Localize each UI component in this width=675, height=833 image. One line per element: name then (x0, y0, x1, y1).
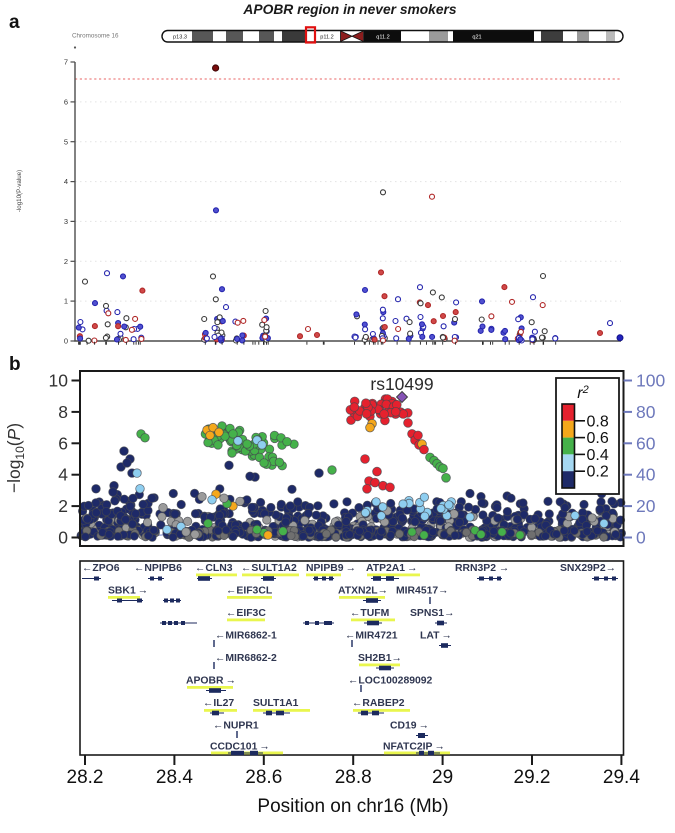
svg-text:3: 3 (64, 217, 68, 226)
svg-text:ATP2A1 →: ATP2A1 → (366, 563, 418, 574)
svg-text:CCDC101 →: CCDC101 → (210, 742, 270, 753)
svg-text:ATXN2L→: ATXN2L→ (338, 586, 388, 597)
svg-text:←LOC100289092: ←LOC100289092 (348, 676, 433, 687)
svg-text:SNX29P2→: SNX29P2→ (560, 563, 616, 574)
svg-text:q21: q21 (472, 34, 481, 40)
svg-text:28.4: 28.4 (156, 767, 193, 788)
svg-text:LAT →: LAT → (420, 631, 452, 642)
svg-text:r2: r2 (577, 384, 588, 402)
svg-text:0: 0 (636, 528, 646, 548)
svg-text:APOBR →: APOBR → (186, 676, 236, 687)
svg-text:10: 10 (49, 371, 69, 391)
svg-text:0.2: 0.2 (587, 464, 609, 481)
svg-text:1: 1 (64, 297, 68, 306)
svg-text:←SULT1A2: ←SULT1A2 (241, 563, 297, 574)
svg-text:0.8: 0.8 (587, 413, 609, 430)
svg-text:29.2: 29.2 (514, 767, 551, 788)
svg-text:p11.2: p11.2 (320, 34, 334, 40)
svg-text:←NUPR1: ←NUPR1 (213, 721, 259, 732)
svg-text:Chromosome 16: Chromosome 16 (72, 33, 119, 40)
svg-text:28.8: 28.8 (335, 767, 372, 788)
svg-text:20: 20 (636, 496, 656, 516)
svg-text:←IL27: ←IL27 (203, 698, 234, 709)
svg-text:NFATC2IP →: NFATC2IP → (383, 742, 445, 753)
svg-text:-log10(P-value): -log10(P-value) (16, 170, 23, 212)
svg-text:←RABEP2: ←RABEP2 (352, 698, 405, 709)
svg-text:MIR4517→: MIR4517→ (396, 586, 449, 597)
svg-text:←NPIPB6: ←NPIPB6 (134, 563, 182, 574)
svg-text:q11.2: q11.2 (376, 34, 390, 40)
svg-text:←MIR4721: ←MIR4721 (345, 631, 398, 642)
svg-text:8: 8 (58, 402, 68, 422)
svg-text:0: 0 (58, 528, 68, 548)
svg-text:28.2: 28.2 (67, 767, 104, 788)
svg-text:SPNS1→: SPNS1→ (410, 608, 454, 619)
svg-text:←ZPO6: ←ZPO6 (82, 563, 120, 574)
svg-text:←MIR6862-2: ←MIR6862-2 (215, 653, 277, 664)
svg-text:2: 2 (58, 496, 68, 516)
svg-text:4: 4 (64, 177, 68, 186)
svg-text:Position on chr16 (Mb): Position on chr16 (Mb) (257, 796, 448, 817)
svg-text:−log10(P): −log10(P) (4, 423, 27, 493)
svg-text:5: 5 (64, 137, 68, 146)
svg-text:7: 7 (64, 58, 68, 67)
svg-text:←EIF3C: ←EIF3C (226, 608, 266, 619)
svg-text:SULT1A1: SULT1A1 (253, 698, 299, 709)
svg-text:29: 29 (432, 767, 453, 788)
svg-text:29.4: 29.4 (603, 767, 640, 788)
svg-text:100: 100 (636, 371, 665, 391)
svg-text:60: 60 (636, 433, 656, 453)
svg-text:p13.3: p13.3 (173, 34, 187, 40)
svg-text:0: 0 (64, 337, 68, 346)
svg-text:a: a (9, 12, 20, 33)
svg-text:b: b (9, 354, 21, 375)
svg-text:0.6: 0.6 (587, 430, 609, 447)
svg-text:rs10499: rs10499 (370, 374, 433, 394)
svg-text:CD19 →: CD19 → (390, 721, 429, 732)
svg-text:2: 2 (64, 257, 68, 266)
svg-text:0.4: 0.4 (587, 447, 609, 464)
svg-text:6: 6 (64, 98, 68, 107)
svg-text:←MIR6862-1: ←MIR6862-1 (215, 631, 277, 642)
svg-text:APOBR region in never smokers: APOBR region in never smokers (242, 2, 456, 17)
svg-text:←CLN3: ←CLN3 (195, 563, 233, 574)
svg-text:28.6: 28.6 (245, 767, 282, 788)
svg-text:←EIF3CL: ←EIF3CL (226, 586, 273, 597)
svg-text:←TUFM: ←TUFM (350, 608, 389, 619)
svg-text:SBK1 →: SBK1 → (108, 586, 148, 597)
svg-text:4: 4 (58, 465, 68, 485)
svg-text:80: 80 (636, 402, 656, 422)
svg-text:NPIPB9 →: NPIPB9 → (306, 563, 356, 574)
svg-text:RRN3P2 →: RRN3P2 → (455, 563, 509, 574)
svg-text:SH2B1→: SH2B1→ (358, 653, 402, 664)
svg-text:6: 6 (58, 433, 68, 453)
svg-text:40: 40 (636, 465, 656, 485)
